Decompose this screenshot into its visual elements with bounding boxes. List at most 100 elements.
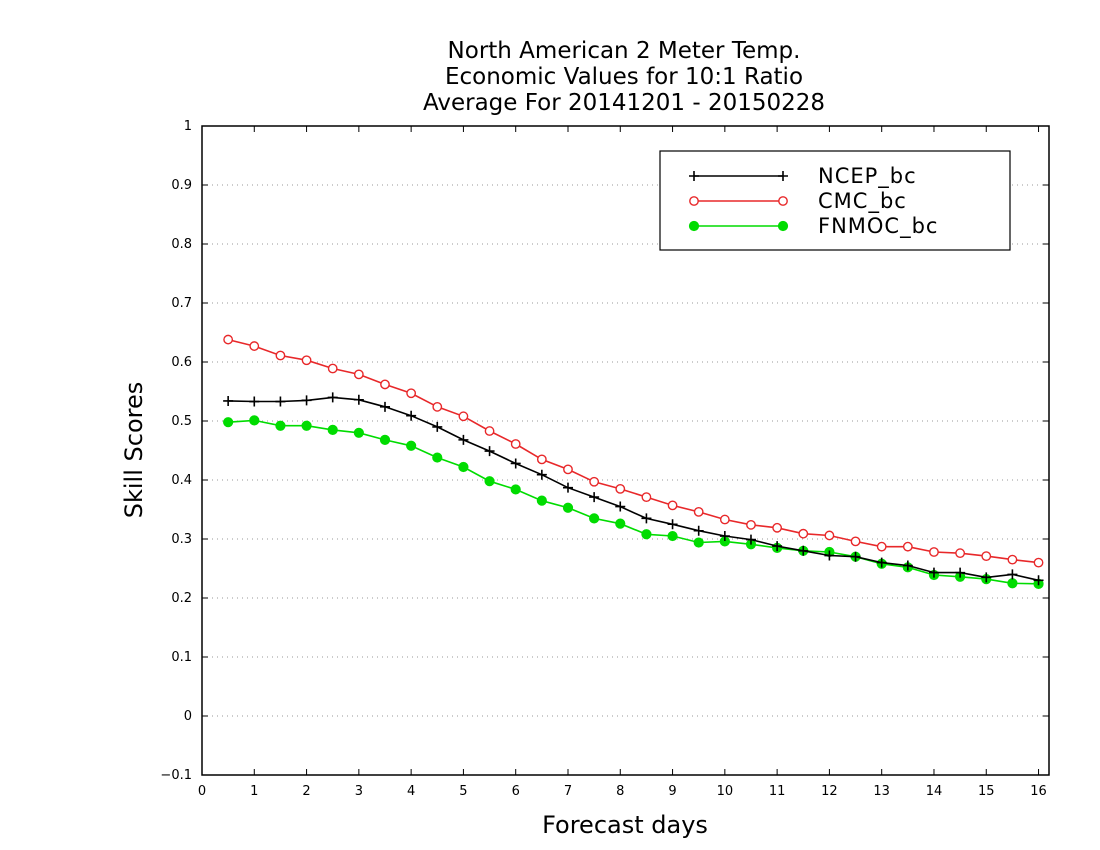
data-point-marker xyxy=(745,534,756,545)
data-point-marker xyxy=(1033,575,1044,586)
data-point-marker xyxy=(719,531,730,542)
x-tick-label: 2 xyxy=(302,784,310,799)
data-point-marker xyxy=(536,469,547,480)
legend-label: CMC_bc xyxy=(818,189,907,214)
data-point-marker xyxy=(353,427,364,438)
data-point-marker xyxy=(327,363,338,374)
data-point-marker xyxy=(798,545,809,556)
data-point-marker xyxy=(824,530,835,541)
data-point-marker xyxy=(432,452,443,463)
data-point-marker xyxy=(562,502,574,513)
data-point-marker xyxy=(353,369,364,380)
x-tick-label: 6 xyxy=(512,784,520,799)
data-point-marker xyxy=(876,541,887,552)
y-tick-label: 0.8 xyxy=(171,237,192,252)
x-tick-label: 11 xyxy=(769,784,786,799)
data-point-marker xyxy=(223,395,234,406)
data-point-marker xyxy=(689,171,699,181)
data-point-marker xyxy=(902,541,913,552)
x-tick-label: 12 xyxy=(821,784,838,799)
data-point-marker xyxy=(406,388,417,399)
y-tick-label: 0.6 xyxy=(171,355,192,370)
chart-title-line-1: North American 2 Meter Temp. xyxy=(448,38,801,64)
data-point-marker xyxy=(1033,557,1044,568)
axes: −0.100.10.20.30.40.50.60.70.80.910 1 2 3 4 5 6… xyxy=(160,119,1049,799)
data-point-marker xyxy=(275,396,286,407)
data-point-marker xyxy=(824,550,835,561)
data-point-marker xyxy=(249,396,260,407)
x-tick-label: 14 xyxy=(926,784,943,799)
data-point-marker xyxy=(798,528,809,539)
data-point-marker xyxy=(536,454,547,465)
y-tick-label: 0.9 xyxy=(171,178,192,193)
data-point-marker xyxy=(719,514,730,525)
legend-label: NCEP_bc xyxy=(818,164,917,189)
data-point-marker xyxy=(353,394,364,405)
data-point-marker xyxy=(510,439,521,449)
data-point-marker xyxy=(589,492,600,503)
x-tick-label: 0 xyxy=(198,784,206,799)
data-point-marker xyxy=(693,525,704,536)
y-tick-label: 0.4 xyxy=(171,473,192,488)
data-point-marker xyxy=(484,446,495,457)
data-point-marker xyxy=(406,440,417,451)
series-line xyxy=(228,396,1039,582)
legend-label: FNMOC_bc xyxy=(818,214,938,239)
data-point-marker xyxy=(641,513,652,524)
series-fnmoc-bc xyxy=(223,415,1044,589)
x-tick-label: 4 xyxy=(407,784,415,799)
y-tick-label: −0.1 xyxy=(160,768,192,783)
data-point-marker xyxy=(981,572,992,583)
data-point-marker xyxy=(406,410,417,421)
data-point-marker xyxy=(484,476,495,487)
data-point-marker xyxy=(928,567,939,578)
data-point-marker xyxy=(301,420,312,431)
data-point-marker xyxy=(1007,578,1018,589)
legend-entry: CMC_bc xyxy=(689,189,907,214)
legend-entry: NCEP_bc xyxy=(689,164,917,189)
x-tick-label: 15 xyxy=(978,784,995,799)
series-layer xyxy=(223,334,1044,589)
y-tick-label: 1 xyxy=(184,119,192,134)
data-point-marker xyxy=(275,350,286,361)
data-point-marker xyxy=(693,506,704,517)
series-cmc-bc xyxy=(223,334,1044,568)
data-point-marker xyxy=(902,560,913,571)
data-point-marker xyxy=(458,411,469,422)
data-point-marker xyxy=(301,395,312,406)
x-tick-label: 7 xyxy=(564,784,572,799)
data-point-marker xyxy=(249,415,260,426)
data-point-marker xyxy=(981,551,992,562)
y-tick-label: 0.1 xyxy=(171,650,192,665)
data-point-marker xyxy=(562,482,573,493)
data-point-marker xyxy=(641,492,652,503)
data-point-marker xyxy=(379,401,390,412)
data-point-marker xyxy=(327,424,338,435)
x-tick-label: 3 xyxy=(355,784,363,799)
data-point-marker xyxy=(458,434,469,445)
data-point-marker xyxy=(778,171,788,181)
data-point-marker xyxy=(667,500,678,511)
y-axis-label: Skill Scores xyxy=(120,382,148,519)
data-point-marker xyxy=(850,551,861,562)
data-point-marker xyxy=(929,547,939,557)
data-point-marker xyxy=(379,434,391,445)
data-point-marker xyxy=(563,464,573,475)
data-point-marker xyxy=(484,426,495,436)
data-point-marker xyxy=(223,417,234,428)
data-point-marker xyxy=(275,420,286,431)
gridlines xyxy=(202,184,1049,717)
x-tick-label: 9 xyxy=(668,784,676,799)
data-point-marker xyxy=(772,541,783,552)
y-tick-label: 0.2 xyxy=(171,591,192,606)
data-point-marker xyxy=(589,513,600,524)
data-point-marker xyxy=(589,476,600,487)
y-tick-label: 0.3 xyxy=(171,532,192,547)
y-tick-label: 0.5 xyxy=(171,414,192,429)
data-point-marker xyxy=(380,379,390,390)
data-point-marker xyxy=(777,220,789,232)
chart-title-line-3: Average For 20141201 - 20150228 xyxy=(423,90,825,116)
data-point-marker xyxy=(955,567,966,578)
